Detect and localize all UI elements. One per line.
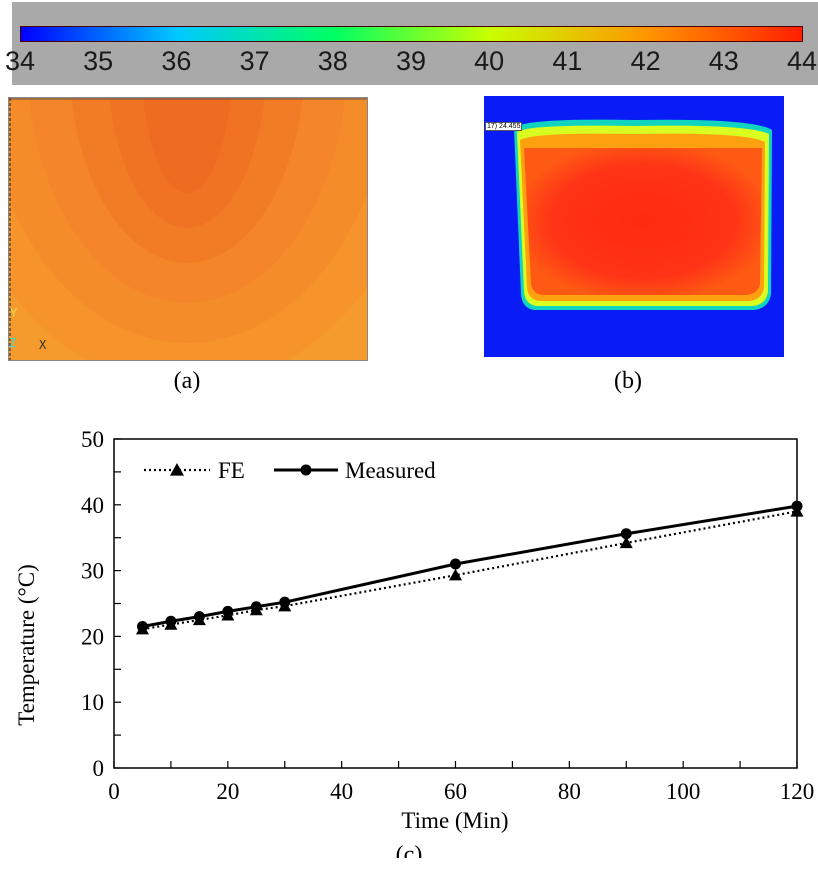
fe-contour-plot: [9, 98, 367, 360]
chart-series: [135, 500, 804, 635]
chart-legend: FE Measured: [144, 458, 436, 483]
colorbar-tick-label: 36: [161, 46, 192, 76]
colorbar-tick-label: 43: [708, 46, 739, 76]
legend-marker-measured: [300, 464, 312, 476]
y-tick-label: 20: [81, 624, 104, 649]
thermal-readout: 17) 24.455: [485, 122, 523, 131]
temperature-time-chart: 0 10 20 30 40 50 0 20 40 60 80 100 120 FE Measured Te…: [14, 427, 814, 858]
y-tick-label: 30: [81, 559, 104, 584]
data-point-measured: [193, 611, 205, 623]
colorbar-tick-label: 44: [786, 46, 818, 76]
x-axis-glyph: X: [39, 338, 47, 352]
x-tick-label: 0: [108, 779, 120, 804]
colorbar-tick-label: 37: [239, 46, 270, 76]
y-tick-label: 50: [81, 427, 104, 452]
z-axis-glyph: Z: [9, 336, 17, 350]
data-point-measured: [165, 615, 177, 627]
x-tick-label: 40: [330, 779, 353, 804]
plot-frame: [113, 438, 798, 769]
y-tick-label: 0: [93, 756, 105, 781]
y-axis-glyph: Y: [10, 306, 18, 320]
colorbar-tick-label: 38: [317, 46, 348, 76]
x-tick-label: 100: [666, 779, 701, 804]
data-point-measured: [620, 528, 632, 540]
colorbar-panel: 34 35 36 37 38 39 40 41 42 43 44: [5, 2, 818, 85]
data-point-measured: [136, 621, 148, 633]
chart-axes: 0 10 20 30 40 50 0 20 40 60 80 100 120: [81, 427, 814, 804]
temperature-colorbar: [20, 26, 803, 42]
colorbar-tick-label: 34: [4, 46, 36, 76]
x-tick-label: 60: [444, 779, 467, 804]
data-point-measured: [250, 601, 262, 613]
legend-marker-fe: [170, 463, 184, 476]
series-line-measured: [142, 504, 798, 629]
data-point-fe: [449, 568, 462, 581]
series-line-fe: [142, 510, 798, 631]
y-axis-label: Temperature (°C): [14, 564, 39, 725]
data-point-fe: [619, 536, 633, 549]
data-point-measured: [222, 605, 234, 617]
data-point-measured: [791, 500, 803, 512]
data-point-measured: [450, 558, 461, 570]
panel-label-b: (b): [614, 368, 642, 394]
legend-label-measured: Measured: [345, 458, 436, 483]
y-tick-label: 40: [81, 493, 104, 518]
legend-label-fe: FE: [218, 458, 245, 483]
thermal-image: 17) 24.455: [484, 96, 784, 357]
colorbar-tick-label: 41: [552, 46, 583, 76]
x-tick-label: 120: [780, 779, 815, 804]
y-tick-label: 10: [81, 690, 104, 715]
colorbar-tick-label: 35: [83, 46, 114, 76]
x-tick-label: 80: [558, 779, 581, 804]
colorbar-tick-label: 42: [630, 46, 661, 76]
x-tick-label: 20: [216, 779, 239, 804]
x-axis-label: Time (Min): [401, 808, 508, 833]
data-point-measured: [279, 596, 291, 608]
thermal-image-graphic: [484, 96, 784, 357]
panel-label-c: (c): [396, 842, 423, 858]
colorbar-tick-label: 39: [395, 46, 427, 76]
colorbar-tick-label: 40: [474, 46, 505, 76]
panel-label-a: (a): [173, 368, 201, 394]
fe-contour-image: Y Z X: [8, 97, 368, 361]
